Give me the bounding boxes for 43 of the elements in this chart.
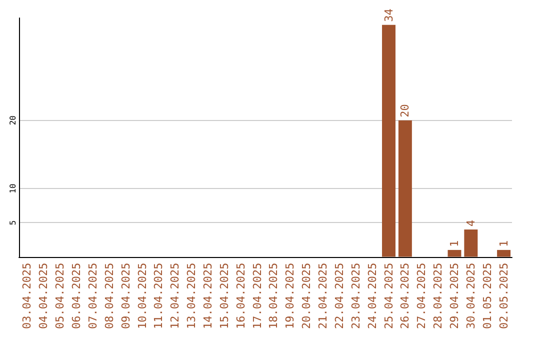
- y-tick-label: 20: [8, 115, 18, 126]
- x-tick-label: 30.04.2025: [464, 262, 478, 330]
- bar: [497, 250, 511, 257]
- x-tick-label: 11.04.2025: [152, 262, 166, 330]
- x-tick-label: 19.04.2025: [284, 262, 297, 330]
- y-tick-label: 5: [8, 220, 18, 226]
- bar: [398, 120, 412, 257]
- x-tick-label: 04.04.2025: [37, 262, 50, 330]
- data-label: 1: [448, 240, 461, 247]
- x-tick-label: 02.05.2025: [497, 262, 510, 330]
- x-tick-label: 27.04.2025: [415, 262, 428, 330]
- x-tick-label: 06.04.2025: [70, 262, 84, 330]
- bar: [448, 250, 462, 257]
- x-tick-label: 05.04.2025: [54, 262, 67, 330]
- x-tick-label: 22.04.2025: [332, 262, 346, 330]
- x-tick-label: 16.04.2025: [234, 262, 248, 330]
- x-tick-label: 26.04.2025: [398, 262, 412, 330]
- x-tick-label: 21.04.2025: [316, 262, 330, 330]
- x-tick-label: 23.04.2025: [349, 262, 362, 330]
- x-tick-label: 28.04.2025: [432, 262, 445, 330]
- x-tick-label: 08.04.2025: [102, 262, 116, 330]
- x-tick-label: 01.05.2025: [480, 262, 494, 330]
- bar: [382, 24, 396, 257]
- x-tick-label: 15.04.2025: [218, 262, 231, 330]
- x-tick-label: 09.04.2025: [119, 262, 132, 330]
- x-tick-label: 18.04.2025: [267, 262, 280, 330]
- x-tick-label: 12.04.2025: [168, 262, 182, 330]
- x-tick-label: 10.04.2025: [136, 262, 149, 330]
- x-tick-label: 20.04.2025: [300, 262, 314, 330]
- data-label: 1: [497, 240, 510, 247]
- x-tick-label: 14.04.2025: [201, 262, 214, 330]
- x-tick-label: 17.04.2025: [250, 262, 264, 330]
- y-tick-label: 10: [8, 184, 18, 194]
- data-label: 34: [382, 8, 396, 22]
- data-label: 20: [398, 104, 412, 118]
- x-tick-label: 13.04.2025: [185, 262, 198, 330]
- data-label: 4: [464, 219, 478, 226]
- bar: [464, 229, 478, 257]
- x-tick-label: 25.04.2025: [382, 262, 396, 330]
- x-tick-label: 07.04.2025: [86, 262, 100, 330]
- x-tick-label: 24.04.2025: [366, 262, 379, 330]
- x-tick-label: 03.04.2025: [20, 262, 34, 330]
- x-tick-label: 29.04.2025: [448, 262, 461, 330]
